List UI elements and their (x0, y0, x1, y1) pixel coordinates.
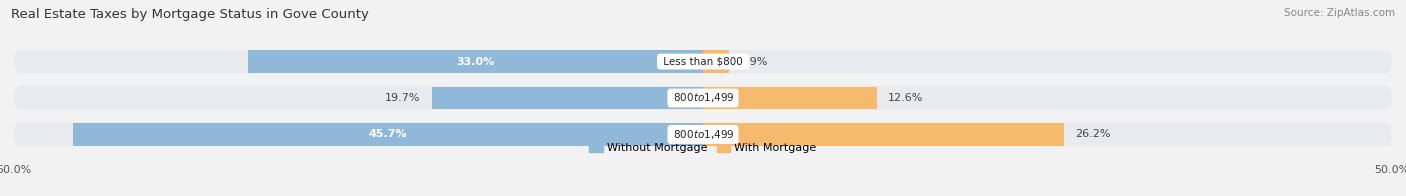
Text: $800 to $1,499: $800 to $1,499 (671, 128, 735, 141)
Text: $800 to $1,499: $800 to $1,499 (671, 92, 735, 104)
Text: 26.2%: 26.2% (1076, 130, 1111, 140)
Text: Source: ZipAtlas.com: Source: ZipAtlas.com (1284, 8, 1395, 18)
Text: 12.6%: 12.6% (887, 93, 922, 103)
FancyBboxPatch shape (14, 123, 1392, 146)
FancyBboxPatch shape (14, 86, 1392, 110)
Text: Less than $800: Less than $800 (659, 56, 747, 66)
FancyBboxPatch shape (14, 50, 1392, 73)
Bar (703, 123, 1064, 146)
Bar (249, 50, 703, 73)
Bar (703, 50, 730, 73)
Text: 33.0%: 33.0% (457, 56, 495, 66)
Bar (703, 87, 876, 109)
Bar (73, 123, 703, 146)
Text: 1.9%: 1.9% (740, 56, 769, 66)
Text: 45.7%: 45.7% (368, 130, 408, 140)
Bar (432, 87, 703, 109)
Legend: Without Mortgage, With Mortgage: Without Mortgage, With Mortgage (585, 139, 821, 158)
Text: 19.7%: 19.7% (385, 93, 420, 103)
Text: Real Estate Taxes by Mortgage Status in Gove County: Real Estate Taxes by Mortgage Status in … (11, 8, 370, 21)
